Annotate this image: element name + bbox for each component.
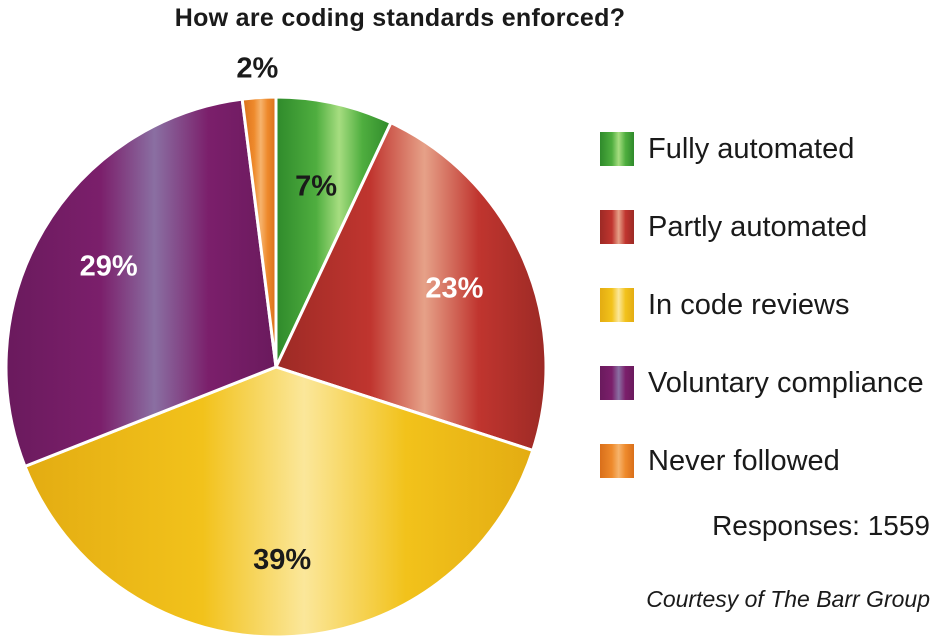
slice-value-label-never-followed: 2% (236, 52, 278, 84)
legend-label: Fully automated (648, 132, 855, 165)
pie-slice-never-followed (240, 95, 278, 368)
legend-item-fully-automated: Fully automated (600, 110, 924, 188)
chart-title: How are coding standards enforced? (174, 4, 626, 32)
legend-swatch (600, 366, 634, 400)
pie-slice-in-code-reviews (23, 365, 535, 639)
legend-label: In code reviews (648, 288, 850, 321)
slice-value-label-partly-automated: 23% (425, 272, 483, 304)
legend-swatch (600, 132, 634, 166)
legend-label: Voluntary compliance (648, 366, 924, 399)
pie-slice-voluntary-compliance (4, 97, 278, 469)
legend-swatch (600, 444, 634, 478)
pie-slice-partly-automated (273, 120, 548, 453)
responses-count: Responses: 1559 (712, 510, 930, 541)
slice-value-label-fully-automated: 7% (295, 170, 337, 202)
legend-item-partly-automated: Partly automated (600, 188, 924, 266)
legend-item-never-followed: Never followed (600, 422, 924, 500)
legend-item-in-code-reviews: In code reviews (600, 266, 924, 344)
slice-value-label-in-code-reviews: 39% (253, 544, 311, 576)
source-credit: Courtesy of The Barr Group (646, 586, 930, 612)
legend-label: Never followed (648, 444, 840, 477)
pie-slice-fully-automated (274, 95, 393, 368)
slice-value-label-voluntary-compliance: 29% (80, 251, 138, 283)
legend-swatch (600, 210, 634, 244)
legend: Fully automated Partly automated In code… (600, 110, 924, 500)
legend-label: Partly automated (648, 210, 868, 243)
legend-swatch (600, 288, 634, 322)
legend-item-voluntary-compliance: Voluntary compliance (600, 344, 924, 422)
